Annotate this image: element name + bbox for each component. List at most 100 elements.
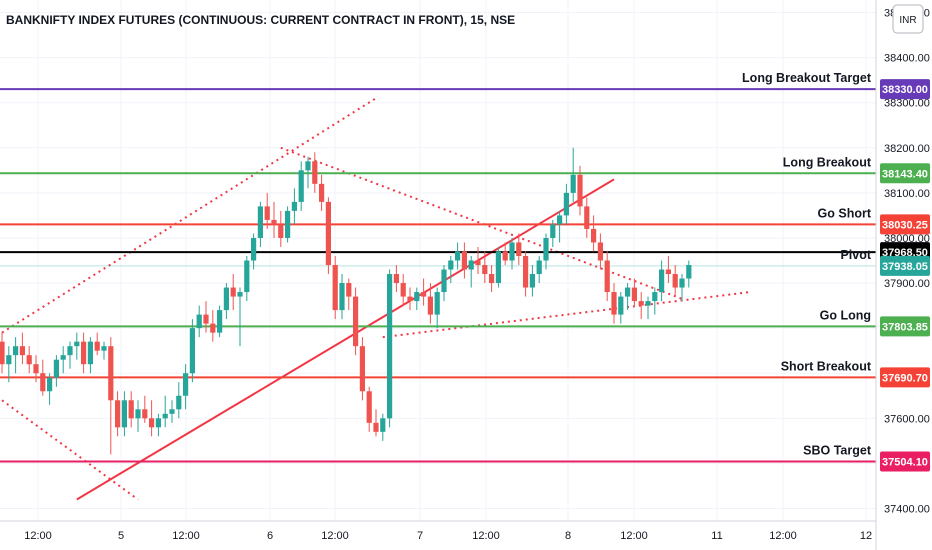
price-tag-box [880,79,930,100]
price-tag-label: 37690.70 [882,372,928,384]
y-tick-label: 37400.00 [884,503,930,515]
price-tag-box [880,255,930,276]
candle-body [298,170,304,202]
candle-body [597,242,603,261]
candle-body [332,265,338,311]
candle-body [223,287,229,311]
candle-body [291,201,297,211]
candle-body [319,183,325,202]
candle-body [577,174,583,207]
candle-body [638,301,644,306]
candle-body [359,346,365,392]
price-tag-label: 37938.05 [882,261,928,273]
candle-body [108,346,114,401]
candle-body [604,260,610,293]
candle-body [251,237,257,261]
candle-body [618,296,624,315]
candle-body [13,346,19,356]
candle-body [53,359,59,378]
candle-body [81,341,87,365]
candle-body [495,251,501,284]
x-tick-label: 12 [860,530,872,542]
candle-body [373,422,379,432]
y-tick-label: 37900.00 [884,278,930,290]
candle-body [407,296,413,302]
x-tick-label: 7 [417,530,423,542]
candle-body [149,418,155,428]
candle-body [196,314,202,329]
level-label: SBO Target [803,444,872,458]
candle-body [101,346,107,351]
candle-body [475,260,481,266]
candle-body [455,251,461,261]
candle-body [237,292,243,297]
candle-body [563,192,569,216]
candle-body [414,292,420,302]
candle-body [142,409,148,419]
candle-body [203,314,209,324]
x-tick-label: 12:00 [472,530,500,542]
candle-body [448,260,454,270]
candle-body [652,292,658,302]
candle-body [19,346,25,356]
candle-body [305,161,311,171]
level-label: Pivot [840,248,871,262]
candle-body [591,228,597,243]
candle-body [278,224,284,238]
candle-body [74,341,80,347]
candle-body [659,269,665,293]
candle-body [115,400,121,428]
price-tags: 38330.0038143.4038030.2537968.5037938.05… [880,79,930,472]
time-axis[interactable]: 12:00 5 12:00 6 12:00 7 12:00 8 12:00 11 12:00 12 [24,530,872,542]
candle-body [353,296,359,347]
chart-title: BANKNIFTY INDEX FUTURES (CONTINUOUS: CUR… [6,13,515,27]
trendlines [1,97,751,501]
candle-body [387,274,393,419]
y-tick-label: 38400.00 [884,53,930,65]
price-tag-box [880,367,930,388]
x-tick-label: 12:00 [172,530,200,542]
price-tag-label: 38030.25 [882,219,928,231]
y-tick-label: 38100.00 [884,188,930,200]
candle-body [155,418,161,428]
trendline-0 [1,97,377,334]
trendline-1 [1,399,139,501]
candle-body [0,341,5,365]
candle-body [502,251,508,261]
candle-body [434,292,440,315]
candle-body [393,274,399,284]
currency-badge[interactable]: INR [892,4,924,34]
candle-body [176,395,182,410]
price-tag-box [880,163,930,184]
candle-body [536,260,542,275]
candle-body [686,265,692,279]
level-label: Go Short [818,206,872,220]
candle-body [312,161,318,184]
candle-body [94,341,100,351]
level-lines: Long Breakout Target Long Breakout Go Shor… [0,71,876,463]
candle-body [33,364,39,374]
x-tick-label: 12:00 [24,530,52,542]
candle-body [366,391,372,423]
x-tick-label: 12:00 [769,530,797,542]
candle-body [346,283,352,297]
candle-body [271,219,277,225]
candle-body [421,292,427,297]
candle-body [26,355,32,365]
candle-body [516,242,522,256]
level-label: Short Breakout [781,359,872,373]
candle-body [427,296,433,315]
candle-body [461,251,467,270]
candle-body [128,400,134,419]
currency-badge-box[interactable] [892,4,924,34]
candle-body [169,409,175,414]
candle-body [217,310,223,333]
candle-body [679,278,685,288]
candle-body [665,269,671,275]
candle-body [529,274,535,288]
candle-body [121,400,127,428]
candle-body [162,413,168,419]
candle-body [339,283,345,311]
candle-body [550,224,556,238]
